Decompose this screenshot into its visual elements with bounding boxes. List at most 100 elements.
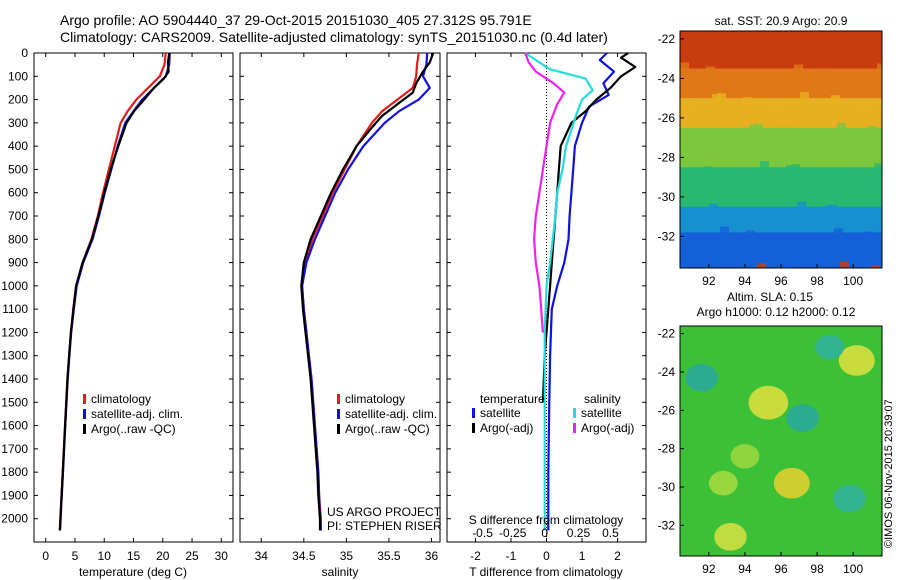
top-axis-label: S difference from climatology	[469, 513, 624, 527]
y-tick-label: -22	[658, 327, 676, 341]
top-tick-label: 0.25	[567, 526, 591, 540]
x-axis-label: temperature (deg C)	[79, 565, 187, 579]
title-line2: Climatology: CARS2009. Satellite-adjuste…	[60, 29, 608, 45]
sst-texture	[769, 101, 778, 109]
sst-texture	[737, 69, 746, 77]
series-line-2	[58, 52, 171, 531]
sla-anomaly-3	[714, 523, 747, 551]
sla-anomaly-0	[748, 385, 789, 420]
legend-swatch	[83, 394, 86, 404]
sst-texture	[843, 172, 852, 180]
sst-texture	[786, 165, 795, 173]
x-tick-label: 96	[774, 274, 788, 288]
sst-texture	[828, 204, 837, 212]
sst-texture	[854, 208, 863, 216]
pi-label: PI: STEPHEN RISER	[327, 519, 442, 533]
x-tick-label: -1	[506, 549, 517, 563]
sst-texture	[857, 99, 866, 107]
sst-texture	[811, 130, 820, 138]
x-tick-label: 30	[215, 549, 229, 563]
plot-frame	[33, 52, 234, 543]
sst-texture	[800, 92, 809, 100]
y-tick-label: 1800	[1, 465, 28, 479]
y-tick-label: -24	[658, 365, 676, 379]
sst-texture	[712, 94, 721, 102]
y-tick-label: -32	[658, 229, 676, 243]
legend-label: satellite-adj. clim.	[91, 407, 183, 421]
x-tick-label: -2	[470, 549, 481, 563]
y-tick-label: 300	[8, 116, 28, 130]
y-tick-label: 900	[8, 256, 28, 270]
sst-texture	[877, 63, 882, 71]
sst-texture	[851, 71, 860, 79]
x-tick-label: 94	[738, 562, 752, 576]
sst-texture	[871, 265, 880, 268]
sst-texture	[763, 73, 772, 81]
sst-texture	[720, 226, 729, 234]
y-tick-label: 1500	[1, 395, 28, 409]
difference-panel: -2 -1 0 1 2 -0.5 -0.25 0 0.25 0.5S difference fro…	[446, 52, 647, 579]
x-tick-label: 10	[98, 549, 112, 563]
series-line-2	[300, 52, 435, 531]
sst-texture	[777, 233, 786, 241]
title-line1: Argo profile: AO 5904440_37 29-Oct-2015 …	[60, 12, 532, 28]
sst-texture	[774, 100, 783, 108]
legend-label: Argo(..raw -QC)	[345, 422, 430, 436]
sla-anomaly-1	[773, 467, 810, 499]
top-tick-label: 0	[541, 526, 548, 540]
sst-texture	[831, 95, 840, 103]
x-tick-label: 94	[738, 274, 752, 288]
sst-texture	[794, 64, 803, 72]
sst-texture	[803, 237, 812, 245]
sst-texture	[726, 272, 735, 279]
sst-texture	[791, 164, 800, 172]
x-tick-label: 100	[843, 274, 863, 288]
sla-anomaly-8	[815, 334, 845, 360]
sla-anomaly-6	[730, 444, 760, 469]
sst-texture	[754, 123, 763, 131]
legend-label: Argo(..raw -QC)	[91, 422, 176, 436]
sst-texture	[806, 131, 815, 139]
map-title: Altim. SLA: 0.15	[727, 290, 813, 304]
y-tick-label: 1400	[1, 372, 28, 386]
map-subtitle: Argo h1000: 0.12 h2000: 0.12	[697, 305, 856, 319]
sla-anomaly-9	[708, 470, 738, 496]
top-tick-label: 0.5	[602, 526, 619, 540]
legend-swatch	[337, 424, 340, 434]
salinity-panel: 34 34.5 35 35.5 36 climatologysatellite-adj. …	[239, 52, 441, 579]
plot-frame	[239, 52, 441, 543]
legend-title: temperature	[480, 392, 545, 406]
y-tick-label: 1200	[1, 325, 28, 339]
sst-texture	[717, 93, 726, 101]
legend-swatch	[337, 394, 340, 404]
y-tick-label: 1600	[1, 419, 28, 433]
x-tick-label: 34	[255, 549, 269, 563]
sst-texture	[732, 70, 741, 78]
x-tick-label: 35.5	[377, 549, 401, 563]
y-tick-label: 700	[8, 209, 28, 223]
legend-swatch	[472, 423, 475, 433]
sst-texture	[797, 201, 806, 209]
legend-label: satellite	[581, 406, 622, 420]
legend-swatch	[472, 408, 475, 418]
sst-texture	[780, 127, 789, 135]
map-image	[680, 31, 882, 279]
sst-band-0	[680, 31, 882, 70]
y-tick-label: 200	[8, 93, 28, 107]
legend-label: satellite	[480, 406, 521, 420]
y-tick-label: -22	[658, 32, 676, 46]
legend-label: climatology	[91, 392, 151, 406]
y-tick-label: 500	[8, 162, 28, 176]
sst-texture	[868, 125, 877, 133]
y-tick-label: -30	[658, 480, 676, 494]
x-axis-label: T difference from climatology	[469, 565, 623, 579]
sst-texture	[757, 263, 766, 268]
x-tick-label: 25	[185, 549, 199, 563]
y-tick-label: -26	[658, 403, 676, 417]
x-tick-label: 92	[702, 274, 716, 288]
map-image	[680, 326, 882, 556]
x-tick-label: 100	[843, 562, 863, 576]
sst-texture	[860, 232, 869, 240]
sst-texture	[680, 62, 689, 70]
